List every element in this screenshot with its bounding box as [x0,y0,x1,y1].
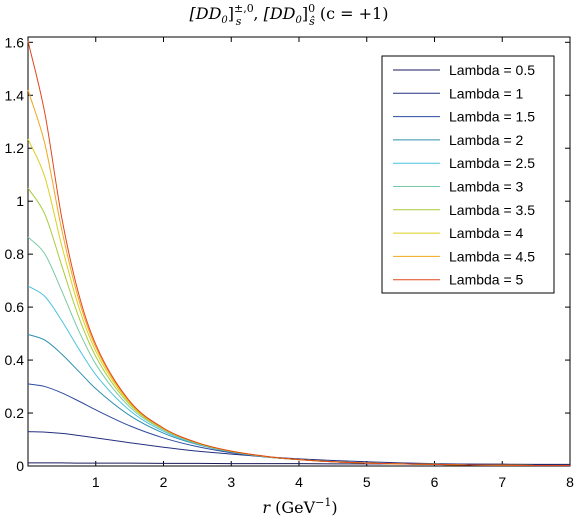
y-tick-label: 0.2 [5,405,25,421]
x-tick-label: 7 [498,474,506,490]
title-separator: , [253,4,263,23]
legend-label: Lambda = 1.5 [449,109,535,125]
x-tick-label: 4 [295,474,303,490]
x-tick-label: 1 [92,474,100,490]
legend-box [381,55,555,294]
legend-label: Lambda = 2 [449,132,524,148]
chart-title: [DD0]±,0 s, [DD0]0 ŝ (c = +1) [190,2,389,28]
title-suffix: (c = +1) [315,4,389,23]
x-axis-label-unit-sup: −1 [315,496,331,509]
legend-label: Lambda = 3.5 [449,202,535,218]
y-tick-label: 0 [16,458,24,474]
y-tick-label: 0.6 [5,299,25,315]
legend-label: Lambda = 1 [449,85,524,101]
y-tick-label: 0.8 [5,246,25,262]
y-tick-label: 1.2 [5,140,25,156]
title-part1-close: ] [228,4,234,23]
x-axis-label-close: ) [331,498,337,517]
x-tick-label: 2 [160,474,168,490]
title-part2-close: ] [302,4,308,23]
title-part1-sub: 0 [221,15,228,26]
legend-label: Lambda = 5 [449,272,524,288]
x-axis-label: r (GeV−1) [262,496,337,517]
legend-label: Lambda = 4 [449,225,524,241]
x-tick-label: 6 [431,474,439,490]
legend-label: Lambda = 2.5 [449,155,535,171]
y-tick-label: 1 [16,193,24,209]
title-part2-sub2: ŝ [309,15,315,28]
x-tick-label: 5 [363,474,371,490]
x-tick-label: 3 [227,474,235,490]
legend-label: Lambda = 3 [449,179,524,195]
title-part1-sub2: s [236,15,242,28]
series-lines [27,40,571,466]
legend-label: Lambda = 4.5 [449,248,535,264]
y-tick-label: 1.6 [5,34,25,50]
series-line-10 [27,40,571,466]
title-part1-sup: ±,0 [234,2,254,15]
title-part1: [DD [190,4,222,23]
x-axis-label-var: r [262,498,271,517]
title-part2: [DD [264,4,296,23]
x-axis-label-unit: (GeV [270,498,316,517]
legend: Lambda = 0.5 Lambda = 1 Lambda = 1.5 Lambda… [381,55,555,294]
y-tick-label: 1.4 [5,87,25,103]
y-tick-label: 0.4 [5,352,25,368]
title-part2-sup: 0 [308,2,315,15]
title-part2-sub: 0 [296,15,303,26]
legend-label: Lambda = 0.5 [449,62,535,78]
x-tick-label: 8 [566,474,574,490]
